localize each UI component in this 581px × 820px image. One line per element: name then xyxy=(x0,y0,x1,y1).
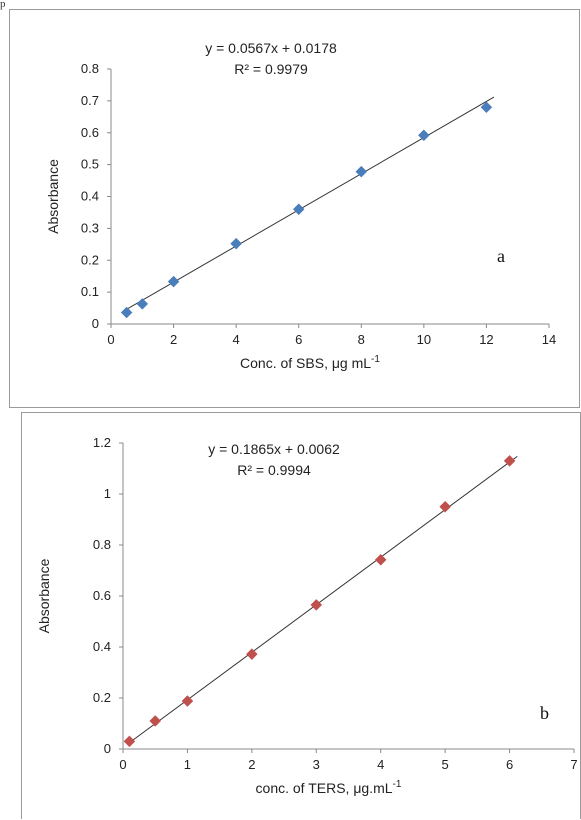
x-axis-title-text: conc. of TERS, μg.mL xyxy=(256,780,393,796)
y-tick-label: 0.2 xyxy=(93,690,111,705)
x-axis-title-text: Conc. of SBS, μg mL xyxy=(240,355,371,371)
y-tick-label: 0.3 xyxy=(81,220,99,235)
x-axis-title: Conc. of SBS, μg mL-1 xyxy=(240,354,380,371)
x-tick-label: 10 xyxy=(417,332,431,347)
y-tick-label: 0.8 xyxy=(81,61,99,76)
x-tick-label: 3 xyxy=(313,757,320,772)
data-point xyxy=(292,203,305,216)
panel-label: a xyxy=(497,246,505,266)
trendline-equation: y = 0.0567x + 0.0178 xyxy=(205,40,337,56)
x-tick-label: 4 xyxy=(377,757,384,772)
y-tick-label: 0.2 xyxy=(81,252,99,267)
chart-a: 0 2 4 6 8 10 12 14 0 0.1 0.2 0.3 0.4 0.5 0.6 0.7 0.8 Conc… xyxy=(45,40,556,371)
x-tick-label: 7 xyxy=(570,757,577,772)
y-tick-label: 0.1 xyxy=(81,284,99,299)
data-point xyxy=(230,237,242,250)
top-mark: p xyxy=(0,0,6,10)
chart-b: 0 1 2 3 4 5 6 7 0 0.2 0.4 0.6 0.8 1 1.2 conc. of TERS, … xyxy=(36,435,578,796)
y-tick-label: 0.4 xyxy=(81,189,99,204)
y-tick-label: 0.6 xyxy=(93,588,111,603)
y-tick-label: 0.4 xyxy=(93,639,111,654)
x-tick-label: 0 xyxy=(119,757,126,772)
y-tick-label: 1.2 xyxy=(93,435,111,450)
x-tick-label: 0 xyxy=(107,332,114,347)
trendline xyxy=(127,455,518,745)
y-tick-label: 0.6 xyxy=(81,125,99,140)
x-tick-label: 1 xyxy=(184,757,191,772)
data-point xyxy=(181,695,194,707)
x-tick-label: 2 xyxy=(170,332,177,347)
r-squared: R² = 0.9979 xyxy=(234,61,308,77)
data-point xyxy=(374,553,387,566)
y-tick-label: 1 xyxy=(104,486,111,501)
data-point xyxy=(167,275,180,288)
x-axis-title: conc. of TERS, μg.mL-1 xyxy=(256,779,402,796)
chart-a-frame: 0 2 4 6 8 10 12 14 0 0.1 0.2 0.3 0.4 0.5 0.6 0.7 0.8 Conc… xyxy=(9,9,580,408)
data-point xyxy=(123,735,136,748)
data-point xyxy=(418,129,430,142)
data-point xyxy=(246,648,258,660)
y-axis-title: Absorbance xyxy=(45,159,61,234)
data-point xyxy=(120,306,133,319)
x-tick-label: 8 xyxy=(358,332,365,347)
x-tick-label: 12 xyxy=(479,332,493,347)
data-point xyxy=(439,500,451,513)
x-axis-title-superscript: -1 xyxy=(393,779,402,790)
trendline-equation: y = 0.1865x + 0.0062 xyxy=(208,441,340,457)
y-axis-title: Absorbance xyxy=(36,558,52,633)
x-tick-label: 6 xyxy=(506,757,513,772)
x-axis-title-superscript: -1 xyxy=(371,354,380,365)
x-tick-label: 5 xyxy=(442,757,449,772)
y-tick-label: 0 xyxy=(104,741,111,756)
panel-label: b xyxy=(540,703,549,723)
data-point xyxy=(310,599,323,611)
data-point xyxy=(149,715,162,727)
data-point xyxy=(355,165,368,178)
y-tick-label: 0.5 xyxy=(81,157,99,172)
data-point xyxy=(136,298,149,310)
data-point xyxy=(480,101,493,114)
r-squared: R² = 0.9994 xyxy=(237,462,311,478)
x-tick-label: 4 xyxy=(233,332,240,347)
y-tick-label: 0.7 xyxy=(81,93,99,108)
x-tick-label: 2 xyxy=(248,757,255,772)
y-tick-label: 0.8 xyxy=(93,537,111,552)
trendline xyxy=(123,96,495,312)
y-tick-label: 0 xyxy=(92,316,99,331)
x-tick-label: 14 xyxy=(542,332,556,347)
data-point xyxy=(503,454,516,467)
chart-b-frame: 0 1 2 3 4 5 6 7 0 0.2 0.4 0.6 0.8 1 1.2 conc. of TERS, … xyxy=(21,412,581,819)
x-tick-label: 6 xyxy=(295,332,302,347)
